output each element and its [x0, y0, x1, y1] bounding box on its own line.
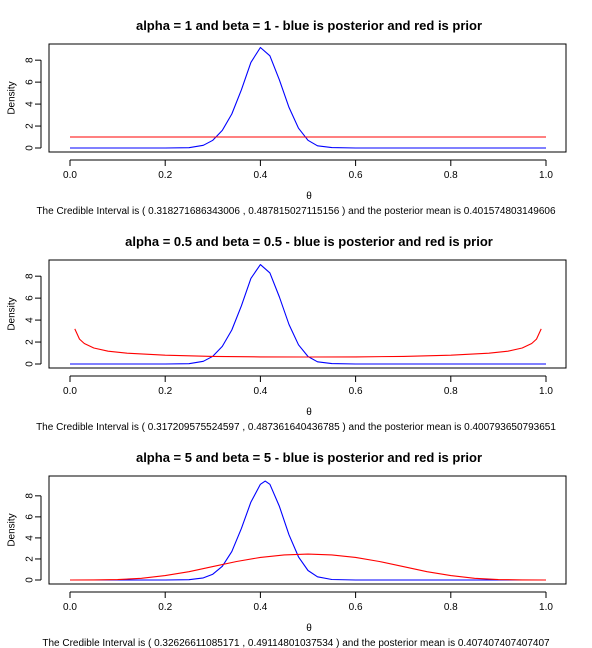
y-tick-label: 6 — [25, 514, 36, 520]
prior-line — [69, 553, 547, 581]
x-tick-label: 0.2 — [158, 386, 172, 397]
x-tick-label: 0.6 — [349, 602, 363, 613]
x-tick-label: 0.2 — [158, 170, 172, 181]
chart-title: alpha = 1 and beta = 1 - blue is posteri… — [136, 18, 482, 33]
x-axis-label: θ — [306, 191, 312, 202]
x-axis-label: θ — [306, 407, 312, 418]
x-tick-label: 1.0 — [539, 386, 553, 397]
x-axis-label: θ — [306, 623, 312, 634]
x-tick-label: 0.4 — [253, 602, 267, 613]
x-tick-label: 0.4 — [253, 170, 267, 181]
y-axis-label: Density — [7, 297, 18, 330]
chart-title: alpha = 0.5 and beta = 0.5 - blue is pos… — [125, 234, 493, 249]
posterior-line — [70, 480, 546, 581]
x-tick-label: 0.0 — [63, 170, 77, 181]
y-tick-label: 2 — [25, 556, 36, 562]
plot-frame — [48, 475, 567, 585]
x-tick-label: 0.0 — [63, 386, 77, 397]
y-tick-label: 8 — [25, 273, 36, 279]
y-tick-label: 0 — [25, 361, 36, 367]
y-tick-label: 8 — [25, 493, 36, 499]
x-tick-label: 0.8 — [444, 602, 458, 613]
y-tick-label: 0 — [25, 577, 36, 583]
posterior-line — [70, 264, 546, 365]
caption-text: The Credible Interval is ( 0.31827168634… — [36, 206, 556, 217]
x-tick-label: 0.6 — [349, 170, 363, 181]
y-tick-label: 6 — [25, 295, 36, 301]
plot-frame — [48, 259, 567, 369]
posterior-line — [70, 46, 546, 149]
y-tick-label: 4 — [25, 317, 36, 323]
y-tick-label: 6 — [25, 79, 36, 85]
x-tick-label: 0.6 — [349, 386, 363, 397]
y-axis-label: Density — [7, 81, 18, 114]
x-tick-label: 0.8 — [444, 170, 458, 181]
y-axis-label: Density — [7, 513, 18, 546]
chart-title: alpha = 5 and beta = 5 - blue is posteri… — [136, 450, 482, 465]
y-tick-label: 2 — [25, 339, 36, 345]
y-tick-label: 4 — [25, 535, 36, 541]
x-tick-label: 1.0 — [539, 170, 553, 181]
x-tick-label: 1.0 — [539, 602, 553, 613]
y-tick-label: 4 — [25, 101, 36, 107]
caption-text: The Credible Interval is ( 0.31720957552… — [36, 422, 556, 433]
prior-line — [74, 328, 542, 358]
plot-frame — [48, 43, 567, 153]
y-tick-label: 8 — [25, 57, 36, 63]
x-tick-label: 0.4 — [253, 386, 267, 397]
y-tick-label: 2 — [25, 123, 36, 129]
caption-text: The Credible Interval is ( 0.32626611085… — [42, 638, 550, 648]
y-tick-label: 0 — [25, 145, 36, 151]
x-tick-label: 0.2 — [158, 602, 172, 613]
x-tick-label: 0.0 — [63, 602, 77, 613]
x-tick-label: 0.8 — [444, 386, 458, 397]
